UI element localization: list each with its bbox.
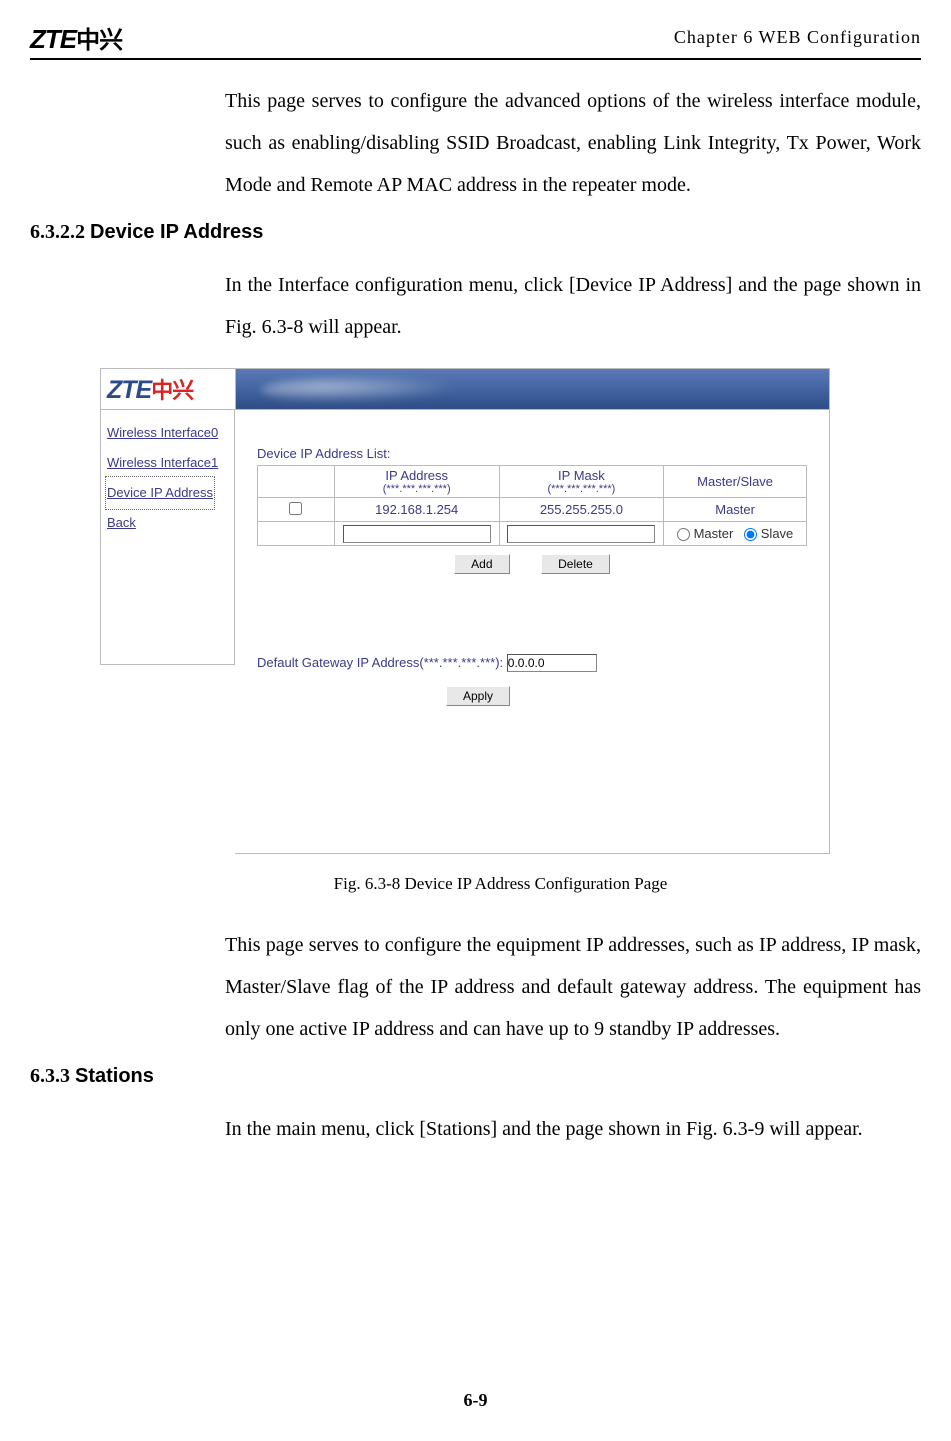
col-mask-sub: (***.***.***.***) (504, 483, 660, 495)
ss-logo: ZTE中兴 (100, 368, 235, 410)
section-heading-stations: 6.3.3 Stations (30, 1065, 921, 1088)
gateway-input[interactable] (507, 654, 597, 672)
gateway-label: Default Gateway IP Address(***.***.***.*… (257, 655, 503, 670)
paragraph-device-ip-1: In the Interface configuration menu, cli… (225, 264, 921, 348)
ss-main-row: Wireless Interface0 Wireless Interface1 … (100, 410, 830, 854)
delete-button[interactable]: Delete (541, 554, 610, 574)
col-blank (258, 466, 335, 498)
row2-ip-input[interactable] (343, 525, 491, 543)
row2-radio-master-label: Master (694, 526, 734, 541)
paragraph-intro: This page serves to configure the advanc… (225, 80, 921, 206)
row1-mask: 255.255.255.0 (499, 498, 664, 522)
logo-en: ZTE (30, 24, 76, 54)
apply-row: Apply (432, 686, 807, 706)
logo: ZTE中兴 (30, 20, 122, 55)
ss-banner (235, 368, 830, 410)
page-header: ZTE中兴 Chapter 6 WEB Configuration (30, 20, 921, 60)
body: This page serves to configure the advanc… (30, 80, 921, 1150)
logo-cn: 中兴 (76, 27, 122, 54)
ss-logo-cn: 中兴 (151, 378, 193, 403)
row2-radio-master-wrap: Master (677, 526, 733, 541)
col-mask: IP Mask (***.***.***.***) (499, 466, 664, 498)
col-ip-label: IP Address (385, 468, 448, 483)
row1-checkbox-cell (258, 498, 335, 522)
section-title: Device IP Address (90, 221, 263, 243)
row2-radio-slave[interactable] (744, 528, 757, 541)
row1-ms: Master (664, 498, 807, 522)
sidebar-item-back[interactable]: Back (107, 508, 228, 538)
col-ip: IP Address (***.***.***.***) (334, 466, 499, 498)
add-button[interactable]: Add (454, 554, 509, 574)
row2-blank (258, 522, 335, 546)
table-row: 192.168.1.254 255.255.255.0 Master (258, 498, 807, 522)
section-num: 6.3.3 (30, 1065, 70, 1087)
row2-radio-slave-label: Slave (761, 526, 794, 541)
section-title: Stations (75, 1065, 154, 1087)
sidebar-item-wireless-interface0[interactable]: Wireless Interface0 (107, 418, 228, 448)
row1-ip: 192.168.1.254 (334, 498, 499, 522)
row2-mask-cell (499, 522, 664, 546)
row2-mask-input[interactable] (507, 525, 655, 543)
button-row: Add Delete (257, 554, 807, 574)
ss-top-row: ZTE中兴 (100, 368, 830, 410)
col-ms: Master/Slave (664, 466, 807, 498)
table-row: Master Slave (258, 522, 807, 546)
row2-ms-cell: Master Slave (664, 522, 807, 546)
page-number: 6-9 (0, 1390, 951, 1411)
col-mask-label: IP Mask (558, 468, 605, 483)
figure-caption: Fig. 6.3-8 Device IP Address Configurati… (80, 874, 921, 894)
sidebar-item-device-ip-address[interactable]: Device IP Address (107, 478, 213, 508)
ip-address-table: IP Address (***.***.***.***) IP Mask (**… (257, 465, 807, 546)
ss-logo-en: ZTE (107, 376, 151, 404)
ss-sidebar: Wireless Interface0 Wireless Interface1 … (100, 410, 235, 665)
ss-content: Device IP Address List: IP Address (***.… (235, 410, 830, 854)
sidebar-item-wireless-interface1[interactable]: Wireless Interface1 (107, 448, 228, 478)
section-num: 6.3.2.2 (30, 221, 85, 243)
row2-ip-cell (334, 522, 499, 546)
row2-radio-master[interactable] (677, 528, 690, 541)
figure-screenshot: ZTE中兴 Wireless Interface0 Wireless Inter… (100, 368, 830, 854)
chapter-title: Chapter 6 WEB Configuration (674, 27, 921, 48)
paragraph-stations: In the main menu, click [Stations] and t… (225, 1108, 921, 1150)
table-header-row: IP Address (***.***.***.***) IP Mask (**… (258, 466, 807, 498)
apply-button[interactable]: Apply (446, 686, 510, 706)
paragraph-device-ip-2: This page serves to configure the equipm… (225, 924, 921, 1050)
col-ip-sub: (***.***.***.***) (339, 483, 495, 495)
section-heading-device-ip: 6.3.2.2 Device IP Address (30, 221, 921, 244)
row2-radio-slave-wrap: Slave (744, 526, 793, 541)
gateway-row: Default Gateway IP Address(***.***.***.*… (257, 654, 807, 672)
row1-checkbox[interactable] (289, 502, 302, 515)
list-label: Device IP Address List: (257, 446, 807, 461)
